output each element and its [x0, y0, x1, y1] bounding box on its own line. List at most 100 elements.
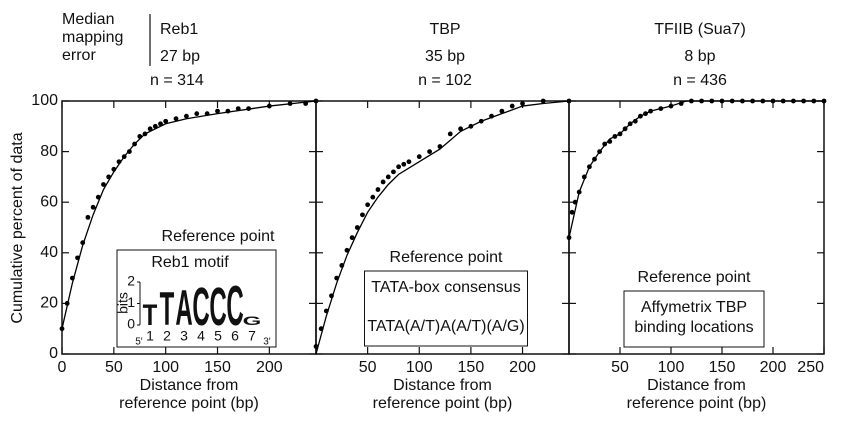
logo-position: 5	[214, 328, 222, 344]
x-tick-label: 100	[658, 359, 685, 376]
x-tick-label: 50	[105, 359, 123, 376]
logo-letter: T	[160, 282, 175, 335]
logo-letter: A	[175, 280, 192, 336]
data-point	[173, 116, 179, 122]
x-axis-label: Distance from	[393, 377, 492, 394]
x-axis-label: reference point (bp)	[119, 395, 259, 412]
x-tick-label: 200	[760, 359, 787, 376]
logo-position: 3	[180, 328, 188, 344]
data-point	[380, 179, 386, 185]
data-point	[520, 101, 525, 106]
y-tick-label: 80	[40, 143, 58, 160]
panel: TFIIB (Sua7) 8 bp n = 436 50 100 150 200 250 Dis…	[566, 21, 827, 412]
logo-letter: T	[143, 299, 158, 332]
x-tick-label: 150	[709, 359, 736, 376]
x-axis-label: Distance from	[140, 377, 239, 394]
annotation-box	[623, 290, 765, 348]
annotation-text: TATA-box consensus	[371, 279, 520, 296]
logo-position: 1	[146, 328, 154, 344]
logo-end: 3'	[263, 337, 271, 348]
data-point	[447, 131, 453, 137]
data-point	[147, 126, 153, 132]
x-tick-label: 100	[152, 359, 179, 376]
x-tick-label: 150	[458, 359, 485, 376]
data-point	[427, 149, 432, 155]
panel-title: TBP	[429, 21, 460, 38]
median-error: 27 bp	[160, 48, 200, 65]
sample-size: n = 102	[418, 72, 472, 89]
data-point	[90, 204, 96, 210]
y-tick-label: 100	[31, 92, 58, 109]
y-tick-label: 0	[49, 345, 58, 362]
data-point	[194, 111, 200, 117]
logo-letter: G	[243, 315, 262, 328]
annotation-box	[364, 270, 528, 347]
logo-position: 7	[248, 328, 256, 344]
y-tick-label: 40	[40, 244, 58, 261]
data-point	[365, 202, 371, 208]
data-point	[416, 154, 422, 160]
data-point	[85, 214, 91, 220]
data-point	[152, 123, 158, 129]
data-point	[540, 98, 546, 104]
x-tick-label: 250	[797, 359, 824, 376]
data-point	[349, 235, 355, 241]
median-error: 35 bp	[425, 48, 465, 65]
fit-line	[315, 100, 570, 355]
x-tick-label: 150	[204, 359, 231, 376]
data-point	[360, 212, 365, 218]
x-tick-label: 200	[509, 359, 536, 376]
x-tick-label: 0	[58, 359, 67, 376]
logo-end: 5'	[135, 337, 143, 348]
data-point	[101, 182, 106, 187]
logo-position: 4	[197, 328, 205, 344]
data-point	[184, 113, 189, 119]
annotation-title: Reb1 motif	[151, 254, 229, 271]
panel-title: Reb1	[160, 21, 198, 38]
panel-title: TFIIB (Sua7)	[654, 21, 746, 38]
logo-position: 6	[231, 328, 239, 344]
logo-position: 2	[163, 328, 171, 344]
median-label: error	[62, 47, 96, 64]
annotation-text: TATA(A/T)A(A/T)(A/G)	[367, 318, 524, 335]
sample-size: n = 436	[673, 72, 727, 89]
y-tick-label: 20	[40, 295, 58, 312]
x-axis-label: reference point (bp)	[627, 395, 767, 412]
median-label: Median	[62, 11, 114, 28]
x-tick-label: 100	[406, 359, 433, 376]
panel: Reb1 27 bp n = 314 0 20 40 60 80 100 0 50 100 150 200…	[31, 21, 319, 412]
fit-line	[568, 100, 824, 238]
median-error: 8 bp	[684, 48, 715, 65]
data-point	[458, 126, 463, 132]
y-axis-label: Cumulative percent of data	[9, 132, 26, 323]
data-point	[391, 169, 396, 175]
logo-letter: C	[209, 277, 226, 336]
data-point	[396, 164, 402, 170]
data-point	[375, 187, 381, 192]
x-axis-label: reference point (bp)	[373, 395, 513, 412]
x-tick-label: 50	[359, 359, 377, 376]
annotation-heading: Reference point	[390, 249, 504, 266]
annotation-text: binding locations	[634, 319, 753, 336]
fit-line	[61, 100, 317, 329]
logo-tick-label: 2	[127, 273, 135, 289]
data-point	[509, 103, 515, 109]
median-label: mapping	[62, 29, 123, 46]
logo-y-label: bits	[115, 292, 131, 314]
x-axis-label: Distance from	[647, 377, 746, 394]
annotation-heading: Reference point	[162, 228, 276, 245]
data-point	[401, 161, 407, 167]
x-tick-label: 200	[256, 359, 283, 376]
logo-tick-label: 1	[127, 294, 135, 310]
annotation-box	[116, 249, 277, 348]
logo-letter: C	[226, 276, 243, 338]
sample-size: n = 314	[150, 72, 204, 89]
data-point	[158, 121, 163, 127]
logo-letter: C	[192, 277, 209, 336]
data-point	[569, 209, 575, 215]
panel: TBP 35 bp n = 102 50 100 150 200 Distance fromr…	[313, 21, 572, 412]
y-tick-label: 60	[40, 193, 58, 210]
data-point	[163, 118, 169, 124]
annotation-text: Affymetrix TBP	[641, 299, 747, 316]
